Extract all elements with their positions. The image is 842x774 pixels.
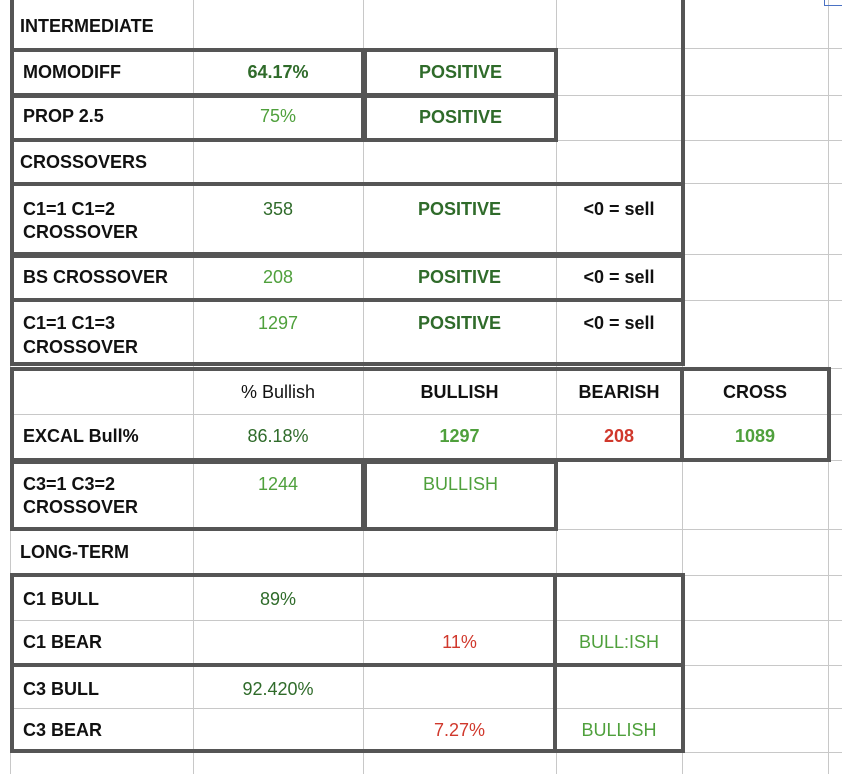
section-header-crossovers: CROSSOVERS xyxy=(20,152,148,172)
prop-label: PROP 2.5 xyxy=(23,106,104,126)
c1-bear-label: C1 BEAR xyxy=(23,632,103,652)
momodiff-signal: POSITIVE xyxy=(418,62,503,82)
c3c2-label-line1: C3=1 C3=2 xyxy=(23,474,116,494)
bs-border xyxy=(10,254,685,302)
excal-cross: 1089 xyxy=(734,426,776,446)
excal-label: EXCAL Bull% xyxy=(23,426,139,446)
c1c2-signal: POSITIVE xyxy=(417,199,502,219)
selection-corner xyxy=(824,0,842,6)
c3-bear-value: 7.27% xyxy=(433,720,486,740)
excal-header-cross: CROSS xyxy=(722,382,787,402)
excal-pct: 86.18% xyxy=(247,426,309,446)
c1c3-label-line2: CROSSOVER xyxy=(23,337,139,357)
momodiff-value: 64.17% xyxy=(247,62,309,82)
prop-signal-border xyxy=(363,94,558,142)
c3-bull-value: 92.420% xyxy=(242,679,314,699)
excal-header-pct: % Bullish xyxy=(240,382,316,402)
c1-bear-value: 11% xyxy=(442,632,477,652)
c3c2-signal: BULLISH xyxy=(422,474,499,494)
momodiff-label: MOMODIFF xyxy=(23,62,121,82)
c3-bear-signal: BULLISH xyxy=(581,720,657,740)
c1c3-label-line1: C1=1 C1=3 xyxy=(23,313,116,333)
bs-signal: POSITIVE xyxy=(417,267,502,287)
bs-rule: <0 = sell xyxy=(583,267,655,287)
grid-line xyxy=(363,0,364,774)
c1c3-signal: POSITIVE xyxy=(417,313,502,333)
excal-header-bullish: BULLISH xyxy=(420,382,499,402)
bs-label: BS CROSSOVER xyxy=(23,267,169,287)
c1-bull-label: C1 BULL xyxy=(23,589,99,609)
grid-line xyxy=(10,414,842,415)
bs-value: 208 xyxy=(262,267,294,287)
section-header-longterm: LONG-TERM xyxy=(20,542,129,562)
grid-line xyxy=(10,708,842,709)
excal-header-bearish: BEARISH xyxy=(578,382,660,402)
excal-cross-border xyxy=(680,367,831,462)
c3-bull-label: C3 BULL xyxy=(23,679,99,699)
c1-bull-value: 89% xyxy=(259,589,297,609)
c1c2-label-line1: C1=1 C1=2 xyxy=(23,199,116,219)
c1c3-value: 1297 xyxy=(257,313,299,333)
excal-bullish: 1297 xyxy=(439,426,480,446)
c3-signal-border xyxy=(553,663,685,753)
c3c2-value: 1244 xyxy=(257,474,299,494)
prop-signal: POSITIVE xyxy=(418,107,503,127)
c3-bear-label: C3 BEAR xyxy=(23,720,103,740)
excal-bearish: 208 xyxy=(603,426,635,446)
c1c2-value: 358 xyxy=(262,199,294,219)
c1-bear-signal: BULL:ISH xyxy=(578,632,660,652)
c3c2-signal-border xyxy=(363,460,558,531)
section-header-intermediate: INTERMEDIATE xyxy=(20,16,154,36)
c1c2-label-line2: CROSSOVER xyxy=(23,222,139,242)
grid-line xyxy=(193,0,194,774)
grid-line xyxy=(10,620,842,621)
c1c2-rule: <0 = sell xyxy=(583,199,655,219)
grid-line xyxy=(556,0,557,774)
c3c2-label-line2: CROSSOVER xyxy=(23,497,139,517)
c1c3-rule: <0 = sell xyxy=(583,313,655,333)
prop-value: 75% xyxy=(259,106,297,126)
